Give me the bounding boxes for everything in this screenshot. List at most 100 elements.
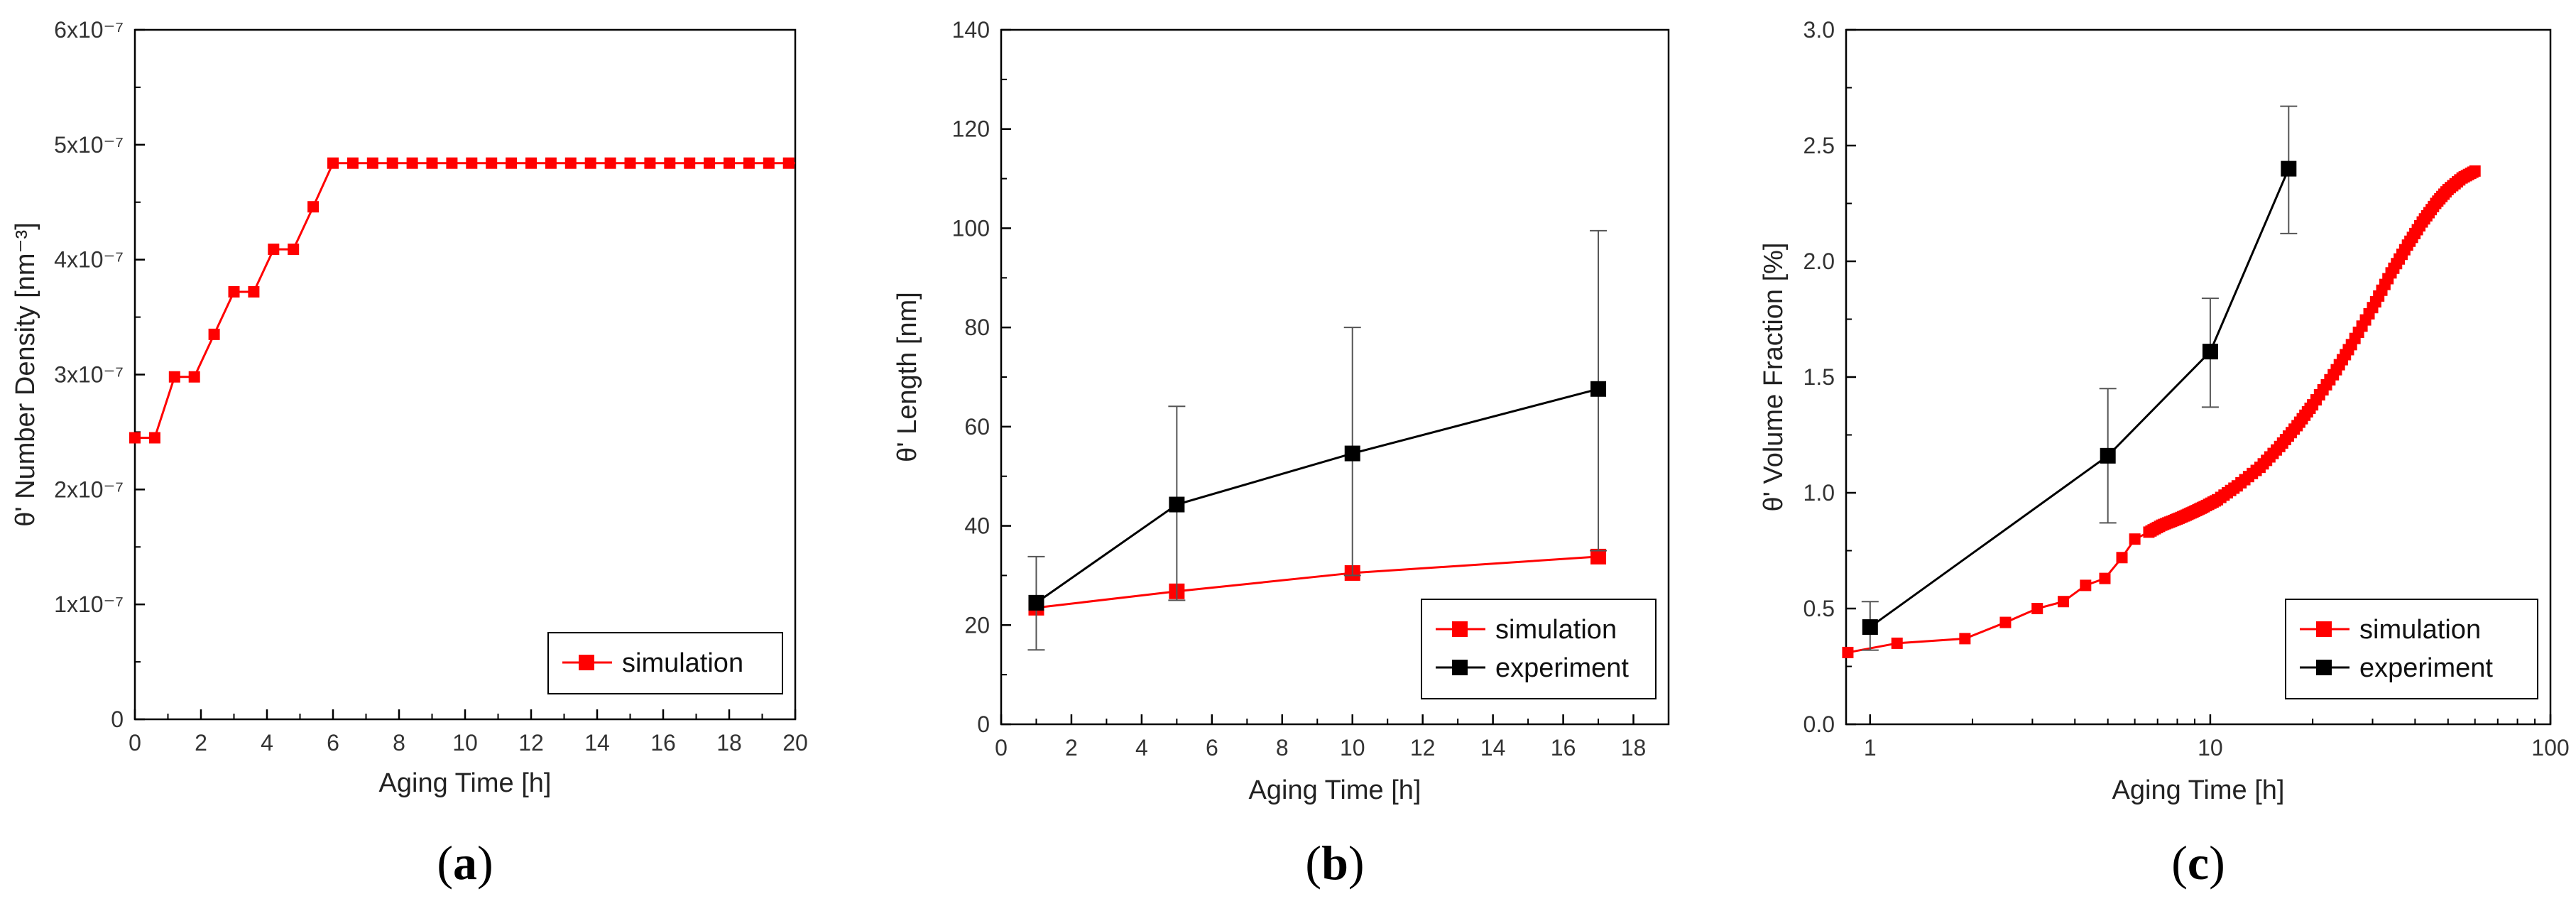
x-tick-label: 10 xyxy=(452,730,478,756)
simulation-marker xyxy=(525,157,537,169)
simulation-marker xyxy=(307,201,320,213)
simulation-marker xyxy=(2363,307,2375,320)
simulation-marker xyxy=(644,157,656,169)
simulation-marker xyxy=(1891,637,1903,649)
chart-a: 0 2 4 6 8 10 12 14 16 18 20 0 1x10⁻⁷ 2x10⁻⁷ 3x10⁻⁷ 4x10… xyxy=(11,17,808,890)
simulation-marker xyxy=(268,244,280,256)
simulation-marker xyxy=(406,157,418,169)
y-tick-label: 80 xyxy=(964,315,990,340)
x-tick-label: 0 xyxy=(129,730,141,756)
simulation-marker xyxy=(2058,596,2070,608)
y-tick-label: 20 xyxy=(964,612,990,638)
y-axis-label: θ' Volume Fraction [%] xyxy=(1759,243,1789,512)
experiment-marker xyxy=(2202,344,2218,360)
simulation-marker xyxy=(584,157,596,169)
simulation-marker xyxy=(426,157,438,169)
x-axis-label: Aging Time [h] xyxy=(379,768,552,798)
simulation-marker xyxy=(386,157,398,169)
panel-label-part: ) xyxy=(2209,836,2225,890)
y-tick-label: 2x10⁻⁷ xyxy=(54,476,124,502)
x-tick-label: 18 xyxy=(716,730,742,756)
simulation-marker xyxy=(743,157,755,169)
y-tick-label: 6x10⁻⁷ xyxy=(54,17,124,43)
x-tick-label: 10 xyxy=(1340,735,1365,760)
y-tick-label: 3x10⁻⁷ xyxy=(54,362,124,388)
y-tick-label: 2.0 xyxy=(1803,249,1835,274)
simulation-marker xyxy=(2116,552,2128,564)
simulation-marker xyxy=(1999,616,2012,628)
simulation-marker xyxy=(129,432,141,444)
x-tick-label: 0 xyxy=(995,735,1008,760)
simulation-marker xyxy=(2382,273,2394,285)
legend-box xyxy=(1421,599,1657,699)
panel-label: (c) xyxy=(2171,836,2225,890)
simulation-line xyxy=(1036,555,1599,609)
y-tick-label: 120 xyxy=(952,116,990,142)
legend-marker xyxy=(1452,660,1468,675)
simulation-marker xyxy=(466,157,478,169)
simulation-marker xyxy=(248,285,260,298)
panel-label: (b) xyxy=(1305,836,1364,890)
simulation-marker xyxy=(188,371,200,383)
x-axis-label: Aging Time [h] xyxy=(1249,775,1421,805)
simulation-marker xyxy=(763,157,775,169)
experiment-marker xyxy=(1028,594,1044,611)
legend-box xyxy=(2285,599,2538,699)
simulation-marker xyxy=(2099,572,2111,584)
x-tick-label: 8 xyxy=(1276,735,1289,760)
y-tick-label: 3.0 xyxy=(1803,17,1835,43)
simulation-marker xyxy=(208,328,220,340)
experiment-marker xyxy=(1169,496,1185,513)
chart-b: 0 2 4 6 8 10 12 14 16 18 0 20 40 60 80 100 120 140 Aging T… xyxy=(893,17,1670,890)
legend-label: simulation xyxy=(1495,615,1617,645)
panel-label-part: ) xyxy=(477,836,493,890)
x-tick-label: 16 xyxy=(650,730,676,756)
y-tick-label: 0 xyxy=(111,707,124,732)
panel-label-part: a xyxy=(453,836,477,890)
x-tick-label: 4 xyxy=(261,730,273,756)
simulation-marker xyxy=(782,157,795,169)
y-axis-label: θ' Length [nm] xyxy=(893,292,922,462)
x-tick-label: 14 xyxy=(1480,735,1506,760)
legend-label: simulation xyxy=(2359,615,2481,645)
simulation-marker xyxy=(704,157,716,169)
simulation-marker xyxy=(228,285,240,298)
simulation-marker xyxy=(486,157,498,169)
simulation-marker xyxy=(1959,633,1971,645)
plot-frame xyxy=(133,28,797,721)
x-tick-label: 4 xyxy=(1135,735,1148,760)
y-axis-label: θ' Number Density [nm⁻³] xyxy=(11,222,40,527)
simulation-marker xyxy=(604,157,616,169)
simulation-marker xyxy=(327,157,339,169)
x-tick-label: 16 xyxy=(1551,735,1576,760)
simulation-marker xyxy=(2342,344,2354,356)
simulation-marker xyxy=(2324,374,2336,386)
panel-label-part: ( xyxy=(1305,836,1321,890)
x-tick-label: 2 xyxy=(1065,735,1078,760)
simulation-marker xyxy=(168,371,180,383)
simulation-marker xyxy=(346,157,359,169)
x-tick-label: 6 xyxy=(327,730,339,756)
y-tick-label: 0.5 xyxy=(1803,596,1835,621)
simulation-marker xyxy=(446,157,458,169)
legend-label: experiment xyxy=(1495,653,1629,683)
experiment-marker xyxy=(1590,381,1607,397)
x-tick-label: 1 xyxy=(1864,735,1877,760)
y-tick-label: 4x10⁻⁷ xyxy=(54,247,124,273)
simulation-marker xyxy=(366,157,378,169)
y-tick-label: 1x10⁻⁷ xyxy=(54,591,124,617)
panel-label-part: ) xyxy=(1348,836,1365,890)
legend-marker xyxy=(2316,660,2332,675)
x-tick-label: 14 xyxy=(584,730,610,756)
panel-label-part: ( xyxy=(2171,836,2188,890)
y-tick-label: 60 xyxy=(964,414,990,440)
legend-label: simulation xyxy=(622,648,743,678)
y-tick-label: 140 xyxy=(952,17,990,43)
simulation-marker xyxy=(684,157,696,169)
x-tick-label: 12 xyxy=(518,730,544,756)
experiment-marker xyxy=(2281,160,2297,177)
simulation-marker xyxy=(2467,166,2479,178)
simulation-marker xyxy=(2080,579,2092,591)
simulation-marker xyxy=(2031,603,2043,614)
simulation-marker xyxy=(564,157,577,169)
